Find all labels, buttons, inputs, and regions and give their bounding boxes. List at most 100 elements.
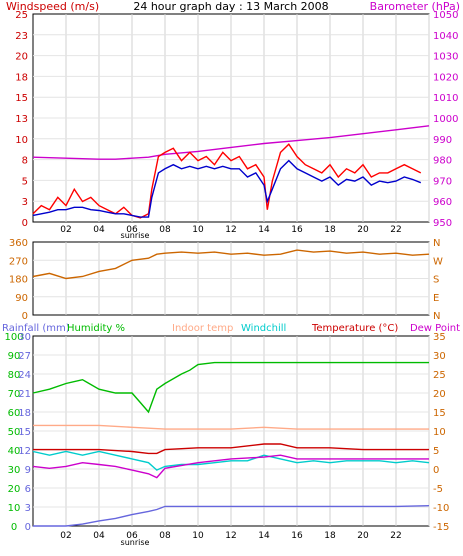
legend-rainfall: Rainfall (mm) bbox=[2, 323, 70, 334]
direction-tick: 180 bbox=[9, 275, 28, 286]
x-tick-label: 20 bbox=[357, 225, 369, 235]
sunrise-label-bottom: sunrise bbox=[121, 538, 150, 547]
humidity-tick: 70 bbox=[8, 389, 21, 400]
x-tick-label: 12 bbox=[225, 225, 236, 235]
rainfall-tick: 18 bbox=[18, 408, 31, 419]
x-tick-label: 22 bbox=[390, 531, 401, 541]
temperature-tick: -15 bbox=[433, 522, 449, 533]
barometer-tick: 1040 bbox=[433, 31, 458, 42]
windspeed-tick: 13 bbox=[15, 114, 28, 125]
wind-average-line bbox=[32, 159, 422, 218]
windspeed-ticks: 25 23 20 18 15 13 10 8 5 3 0 bbox=[15, 10, 28, 229]
compass-tick: E bbox=[433, 293, 439, 304]
x-tick-label: 04 bbox=[93, 225, 105, 235]
x-tick-label: 22 bbox=[390, 225, 401, 235]
windspeed-tick: 18 bbox=[15, 72, 28, 83]
temperature-tick: 30 bbox=[433, 351, 446, 362]
chart-title: 24 hour graph day : 13 March 2008 bbox=[133, 0, 328, 13]
temperature-tick: 35 bbox=[433, 332, 446, 343]
x-tick-label: 08 bbox=[159, 531, 171, 541]
rainfall-tick: 27 bbox=[18, 351, 31, 362]
humidity-tick: 30 bbox=[8, 465, 21, 476]
middle-series bbox=[32, 249, 430, 280]
windspeed-axis-label: Windspeed (m/s) bbox=[6, 0, 99, 13]
rainfall-tick: 9 bbox=[25, 465, 31, 476]
barometer-tick: 990 bbox=[433, 135, 452, 146]
x-tick-label: 12 bbox=[225, 531, 236, 541]
barometer-tick: 970 bbox=[433, 176, 452, 187]
temperature-tick: 5 bbox=[433, 446, 439, 457]
temperature-tick: 25 bbox=[433, 370, 446, 381]
x-tick-label: 20 bbox=[357, 531, 369, 541]
bottom-series bbox=[32, 361, 430, 527]
middle-grid bbox=[33, 242, 430, 315]
legend-dew-point: Dew Point bbox=[410, 323, 460, 334]
rainfall-tick: 12 bbox=[18, 446, 31, 457]
sunrise-label-top: sunrise bbox=[121, 231, 150, 240]
top-x-ticks: 02 04 06 08 10 12 14 16 18 20 22 bbox=[60, 225, 401, 235]
barometer-axis-label: Barometer (hPa) bbox=[370, 0, 460, 13]
direction-tick: 270 bbox=[9, 256, 28, 267]
x-tick-label: 02 bbox=[60, 225, 71, 235]
windspeed-tick: 3 bbox=[22, 197, 28, 208]
windspeed-tick: 20 bbox=[15, 52, 28, 63]
top-grid bbox=[33, 14, 430, 222]
x-tick-label: 10 bbox=[192, 225, 204, 235]
temperature-tick: 0 bbox=[433, 465, 439, 476]
humidity-tick: 50 bbox=[8, 427, 21, 438]
rainfall-tick: 30 bbox=[18, 332, 31, 343]
barometer-line bbox=[32, 125, 430, 160]
direction-ticks: 360 270 180 90 0 bbox=[9, 238, 28, 322]
windspeed-line bbox=[32, 143, 422, 219]
humidity-tick: 90 bbox=[8, 351, 21, 362]
wind-direction-line bbox=[32, 249, 430, 280]
x-tick-label: 16 bbox=[291, 531, 303, 541]
barometer-tick: 1020 bbox=[433, 72, 458, 83]
legend-indoor-temp: Indoor temp bbox=[172, 323, 233, 334]
compass-tick: N bbox=[433, 311, 440, 322]
x-tick-label: 14 bbox=[258, 531, 270, 541]
x-tick-label: 18 bbox=[324, 531, 336, 541]
x-tick-label: 14 bbox=[258, 225, 270, 235]
humidity-line bbox=[32, 361, 429, 414]
temperature-tick: 15 bbox=[433, 408, 446, 419]
humidity-tick: 10 bbox=[8, 503, 21, 514]
barometer-tick: 950 bbox=[433, 218, 452, 229]
temperature-c-line bbox=[33, 443, 429, 455]
direction-tick: 0 bbox=[22, 311, 28, 322]
rainfall-mm-line bbox=[33, 505, 430, 527]
direction-tick: 90 bbox=[15, 293, 28, 304]
windspeed-tick: 23 bbox=[15, 31, 28, 42]
humidity-tick: 20 bbox=[8, 484, 21, 495]
windspeed-tick: 0 bbox=[22, 218, 28, 229]
windchill-line bbox=[32, 450, 430, 471]
x-tick-label: 10 bbox=[192, 531, 204, 541]
humidity-tick: 40 bbox=[8, 446, 21, 457]
barometer-tick: 980 bbox=[433, 156, 452, 167]
top-series bbox=[32, 125, 430, 219]
windspeed-tick: 10 bbox=[15, 135, 28, 146]
compass-tick: W bbox=[433, 256, 443, 267]
barometer-tick: 1010 bbox=[433, 93, 458, 104]
legend-windchill: Windchill bbox=[241, 323, 286, 334]
rainfall-tick: 15 bbox=[18, 427, 31, 438]
barometer-tick: 1000 bbox=[433, 114, 458, 125]
rainfall-tick: 21 bbox=[18, 389, 31, 400]
temperature-ticks: 35 30 25 20 15 10 5 0 -5 -10 -15 bbox=[433, 332, 449, 533]
x-tick-label: 02 bbox=[60, 531, 71, 541]
barometer-ticks: 1050 1040 1030 1020 1010 1000 990 980 970 960 950 bbox=[433, 10, 458, 229]
x-tick-label: 06 bbox=[126, 225, 138, 235]
x-tick-label: 04 bbox=[93, 531, 105, 541]
humidity-tick: 80 bbox=[8, 370, 21, 381]
bottom-x-ticks: 02 04 06 08 10 12 14 16 18 20 22 bbox=[60, 531, 401, 541]
direction-tick: 360 bbox=[9, 238, 28, 249]
compass-tick: S bbox=[433, 275, 439, 286]
humidity-tick: 0 bbox=[11, 522, 17, 533]
windspeed-tick: 15 bbox=[15, 93, 28, 104]
barometer-tick: 1050 bbox=[433, 10, 458, 21]
